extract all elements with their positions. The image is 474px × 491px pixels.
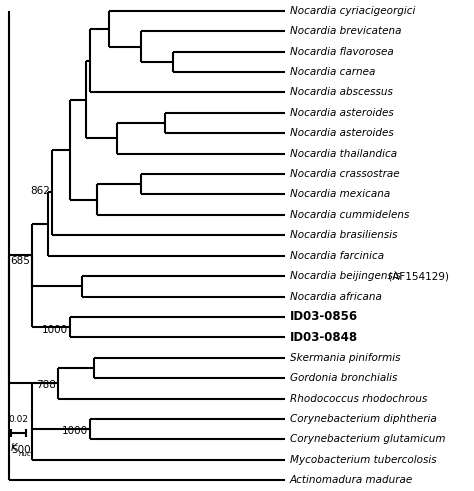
Text: (AF154129): (AF154129) (385, 271, 449, 281)
Text: Mycobacterium tubercolosis: Mycobacterium tubercolosis (290, 455, 437, 464)
Text: K: K (10, 443, 17, 453)
Text: ID03-0848: ID03-0848 (290, 331, 358, 344)
Text: Nocardia beijingensis: Nocardia beijingensis (290, 271, 401, 281)
Text: Nocardia africana: Nocardia africana (290, 292, 382, 301)
Text: Skermania piniformis: Skermania piniformis (290, 353, 401, 363)
Text: Corynebacterium glutamicum: Corynebacterium glutamicum (290, 435, 446, 444)
Text: Corynebacterium diphtheria: Corynebacterium diphtheria (290, 414, 437, 424)
Text: Nocardia cyriacigeorgici: Nocardia cyriacigeorgici (290, 6, 415, 16)
Text: 685: 685 (10, 256, 30, 266)
Text: 0.02: 0.02 (9, 415, 28, 424)
Text: Nocardia asteroides: Nocardia asteroides (290, 108, 393, 118)
Text: Nocardia thailandica: Nocardia thailandica (290, 149, 397, 159)
Text: 500: 500 (11, 444, 30, 455)
Text: Nocardia mexicana: Nocardia mexicana (290, 190, 390, 199)
Text: 1000: 1000 (62, 426, 88, 436)
Text: Nocardia beijingensis (AF154129): Nocardia beijingensis (AF154129) (290, 271, 466, 281)
Text: Nocardia abscessus: Nocardia abscessus (290, 87, 393, 98)
Text: 1000: 1000 (42, 325, 68, 335)
Text: Nocardia crassostrae: Nocardia crassostrae (290, 169, 400, 179)
Text: Rhodococcus rhodochrous: Rhodococcus rhodochrous (290, 393, 427, 404)
Text: 862: 862 (30, 187, 50, 196)
Text: Nocardia brasiliensis: Nocardia brasiliensis (290, 230, 397, 240)
Text: Nocardia asteroides: Nocardia asteroides (290, 128, 393, 138)
Text: 788: 788 (36, 380, 56, 390)
Text: Actinomadura madurae: Actinomadura madurae (290, 475, 413, 485)
Text: Nocardia farcinica: Nocardia farcinica (290, 251, 384, 261)
Text: ID03-0856: ID03-0856 (290, 310, 358, 324)
Text: Nocardia carnea: Nocardia carnea (290, 67, 375, 77)
Text: nuc: nuc (18, 451, 31, 457)
Text: Nocardia brevicatena: Nocardia brevicatena (290, 27, 401, 36)
Text: Nocardia cummidelens: Nocardia cummidelens (290, 210, 409, 220)
Text: Gordonia bronchialis: Gordonia bronchialis (290, 373, 397, 383)
Text: Nocardia flavorosea: Nocardia flavorosea (290, 47, 393, 56)
